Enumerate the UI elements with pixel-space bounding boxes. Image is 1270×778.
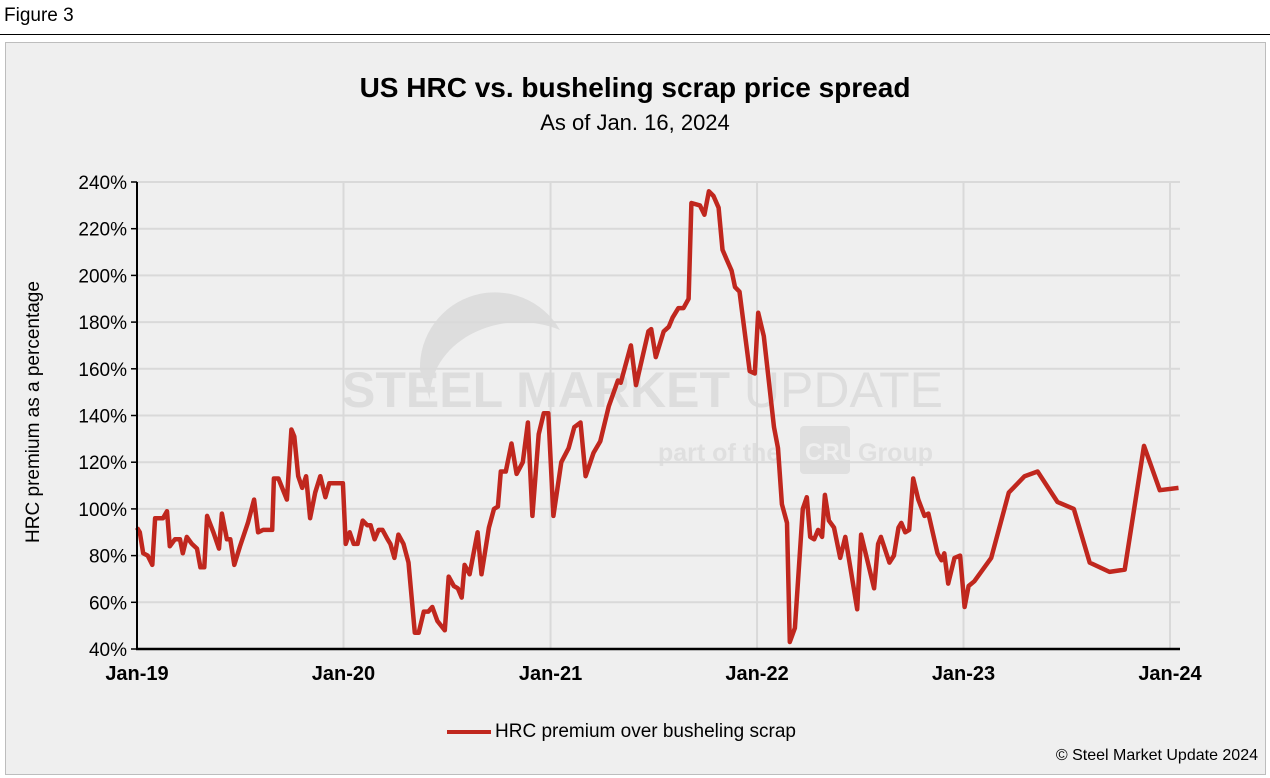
x-tick-label: Jan-19 bbox=[105, 663, 168, 685]
x-tick-label: Jan-20 bbox=[312, 663, 375, 685]
copyright: © Steel Market Update 2024 bbox=[1055, 747, 1258, 764]
watermark-logo: STEEL MARKET UPDATE part of the CRU Grou… bbox=[342, 292, 943, 474]
y-tick-label: 120% bbox=[78, 453, 127, 474]
y-tick-label: 160% bbox=[78, 360, 127, 381]
y-tick-label: 40% bbox=[89, 640, 127, 661]
legend-swatch bbox=[447, 730, 491, 734]
chart-panel bbox=[5, 42, 1266, 775]
watermark-text: STEEL MARKET UPDATE bbox=[342, 362, 943, 418]
x-tick-label: Jan-22 bbox=[725, 663, 788, 685]
chart-subtitle: As of Jan. 16, 2024 bbox=[540, 110, 730, 135]
legend: HRC premium over busheling scrap bbox=[447, 721, 796, 743]
y-tick-label: 140% bbox=[78, 407, 127, 428]
y-tick-label: 200% bbox=[78, 266, 127, 287]
legend-label: HRC premium over busheling scrap bbox=[495, 721, 796, 742]
x-tick-label: Jan-21 bbox=[519, 663, 582, 685]
chart-title: US HRC vs. busheling scrap price spread bbox=[359, 72, 911, 103]
watermark-swoosh bbox=[419, 292, 560, 400]
x-tick-label: Jan-23 bbox=[932, 663, 995, 685]
y-tick-label: 240% bbox=[78, 173, 127, 194]
y-tick-label: 180% bbox=[78, 313, 127, 334]
data-points bbox=[136, 191, 1179, 643]
y-tick-label: 220% bbox=[78, 220, 127, 241]
header-divider bbox=[0, 34, 1270, 35]
gridlines bbox=[137, 181, 1180, 649]
y-tick-label: 100% bbox=[78, 500, 127, 521]
x-axis-ticks: Jan-19 Jan-20 Jan-21 Jan-22 Jan-23 Jan-24 bbox=[105, 663, 1202, 685]
figure-label: Figure 3 bbox=[4, 5, 74, 26]
y-axis-ticks: 40% 60% 80% 100% 120% 140% 160% 180% 200% 220% 240… bbox=[78, 173, 137, 661]
x-tick-label: Jan-24 bbox=[1138, 663, 1202, 685]
y-tick-label: 60% bbox=[89, 593, 127, 614]
y-tick-label: 80% bbox=[89, 547, 127, 568]
y-axis-title: HRC premium as a percentage bbox=[23, 281, 44, 543]
